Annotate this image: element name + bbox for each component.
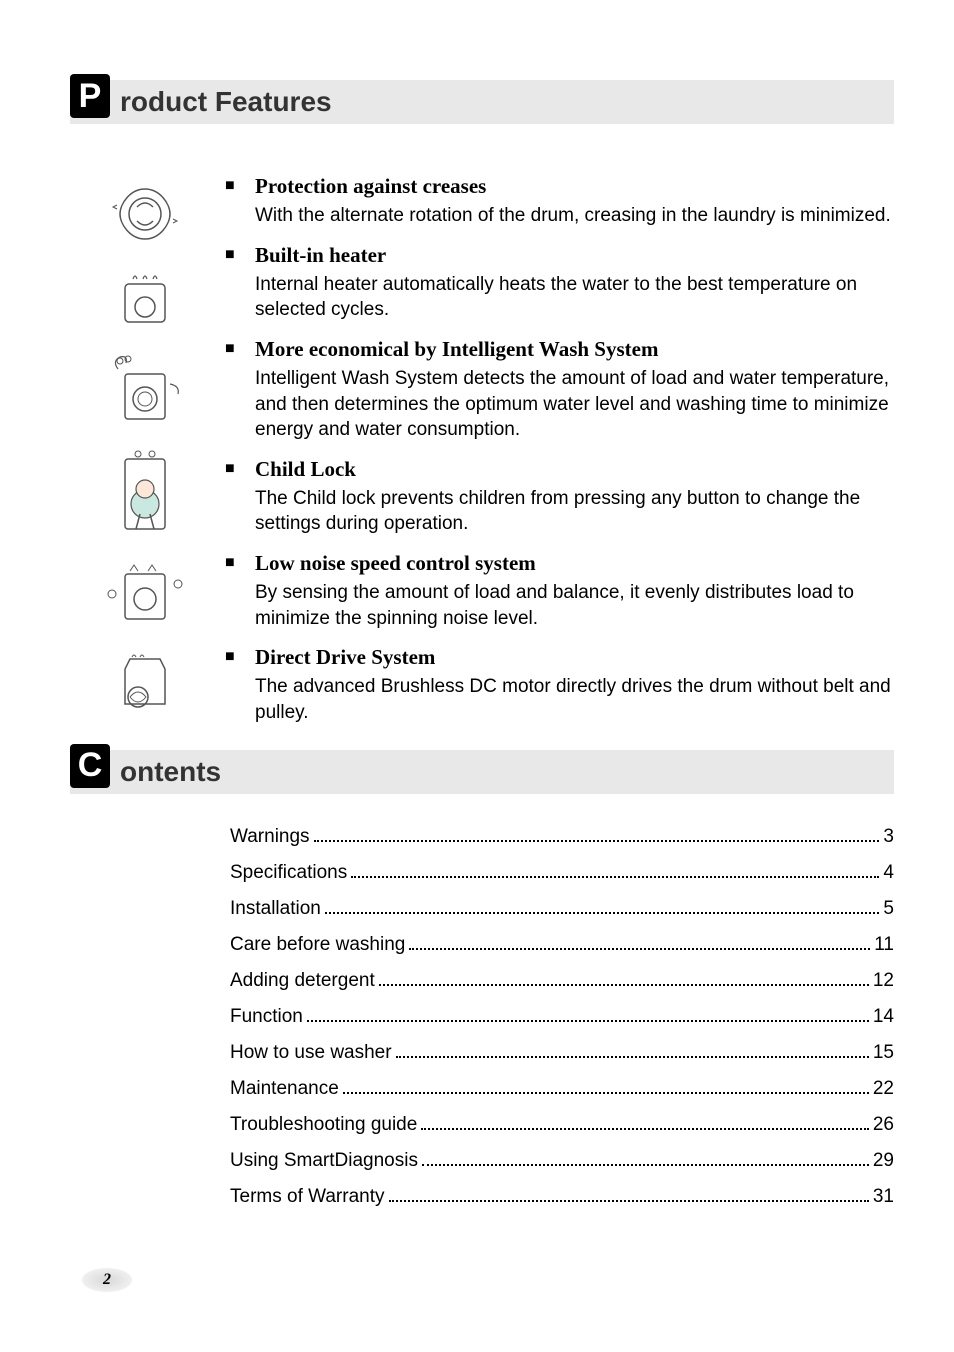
toc-page: 4 (883, 862, 894, 884)
contents-title: ontents (120, 756, 221, 788)
feature-item: ■ Protection against creases With the al… (225, 174, 894, 229)
toc-row: Maintenance 22 (230, 1078, 894, 1100)
features-badge: P (70, 74, 110, 118)
child-lock-icon (95, 444, 195, 544)
toc-dots (325, 912, 880, 914)
features-list: ■ Protection against creases With the al… (220, 174, 894, 740)
bullet-icon: ■ (225, 337, 255, 443)
toc-dots (421, 1128, 869, 1130)
feature-item: ■ Direct Drive System The advanced Brush… (225, 645, 894, 725)
toc-dots (396, 1056, 869, 1058)
features-icons-column (70, 174, 220, 740)
features-title: roduct Features (120, 86, 332, 118)
toc-page: 15 (873, 1042, 894, 1064)
toc-row: Terms of Warranty 31 (230, 1186, 894, 1208)
drum-rotation-icon (95, 174, 195, 254)
toc-row: Warnings 3 (230, 826, 894, 848)
toc-page: 31 (873, 1186, 894, 1208)
toc-dots (409, 948, 870, 950)
feature-desc: With the alternate rotation of the drum,… (255, 203, 894, 229)
toc-row: Specifications 4 (230, 862, 894, 884)
feature-desc: Internal heater automatically heats the … (255, 272, 894, 323)
toc-row: Installation 5 (230, 898, 894, 920)
feature-desc: The Child lock prevents children from pr… (255, 486, 894, 537)
toc-label: Using SmartDiagnosis (230, 1150, 418, 1172)
toc-label: Troubleshooting guide (230, 1114, 417, 1136)
features-body: ■ Protection against creases With the al… (70, 174, 894, 740)
toc-page: 5 (883, 898, 894, 920)
contents-header: C ontents (70, 750, 894, 794)
toc-row: Function 14 (230, 1006, 894, 1028)
bullet-icon: ■ (225, 457, 255, 537)
toc-page: 3 (883, 826, 894, 848)
toc-row: Using SmartDiagnosis 29 (230, 1150, 894, 1172)
feature-desc: The advanced Brushless DC motor directly… (255, 674, 894, 725)
feature-title: More economical by Intelligent Wash Syst… (255, 337, 894, 362)
intelligent-wash-icon (95, 344, 195, 434)
toc-row: Adding detergent 12 (230, 970, 894, 992)
bullet-icon: ■ (225, 243, 255, 323)
toc-page: 29 (873, 1150, 894, 1172)
toc-label: Adding detergent (230, 970, 375, 992)
features-header: P roduct Features (70, 80, 894, 124)
feature-item: ■ Low noise speed control system By sens… (225, 551, 894, 631)
toc-page: 14 (873, 1006, 894, 1028)
feature-title: Direct Drive System (255, 645, 894, 670)
toc-label: Terms of Warranty (230, 1186, 385, 1208)
toc-dots (379, 984, 869, 986)
toc-label: Function (230, 1006, 303, 1028)
toc-dots (314, 840, 880, 842)
feature-title: Protection against creases (255, 174, 894, 199)
toc-label: Warnings (230, 826, 310, 848)
direct-drive-icon (95, 644, 195, 724)
toc-row: Care before washing 11 (230, 934, 894, 956)
low-noise-icon (95, 554, 195, 634)
document-page: P roduct Features (0, 0, 954, 1262)
bullet-icon: ■ (225, 174, 255, 229)
feature-desc: By sensing the amount of load and balanc… (255, 580, 894, 631)
feature-title: Low noise speed control system (255, 551, 894, 576)
page-number: 2 (82, 1268, 132, 1292)
feature-item: ■ Built-in heater Internal heater automa… (225, 243, 894, 323)
feature-item: ■ Child Lock The Child lock prevents chi… (225, 457, 894, 537)
toc-dots (343, 1092, 869, 1094)
toc-row: How to use washer 15 (230, 1042, 894, 1064)
bullet-icon: ■ (225, 551, 255, 631)
contents-badge: C (70, 744, 110, 788)
feature-desc: Intelligent Wash System detects the amou… (255, 366, 894, 443)
feature-title: Child Lock (255, 457, 894, 482)
toc-page: 26 (873, 1114, 894, 1136)
table-of-contents: Warnings 3 Specifications 4 Installation… (230, 826, 894, 1208)
toc-label: How to use washer (230, 1042, 392, 1064)
heater-icon (95, 264, 195, 334)
toc-label: Specifications (230, 862, 347, 884)
feature-item: ■ More economical by Intelligent Wash Sy… (225, 337, 894, 443)
toc-dots (389, 1200, 869, 1202)
toc-dots (422, 1164, 869, 1166)
toc-page: 12 (873, 970, 894, 992)
toc-page: 11 (874, 934, 894, 956)
bullet-icon: ■ (225, 645, 255, 725)
toc-label: Installation (230, 898, 321, 920)
toc-page: 22 (873, 1078, 894, 1100)
feature-title: Built-in heater (255, 243, 894, 268)
toc-row: Troubleshooting guide 26 (230, 1114, 894, 1136)
toc-dots (307, 1020, 869, 1022)
toc-label: Care before washing (230, 934, 405, 956)
toc-label: Maintenance (230, 1078, 339, 1100)
toc-dots (351, 876, 879, 878)
